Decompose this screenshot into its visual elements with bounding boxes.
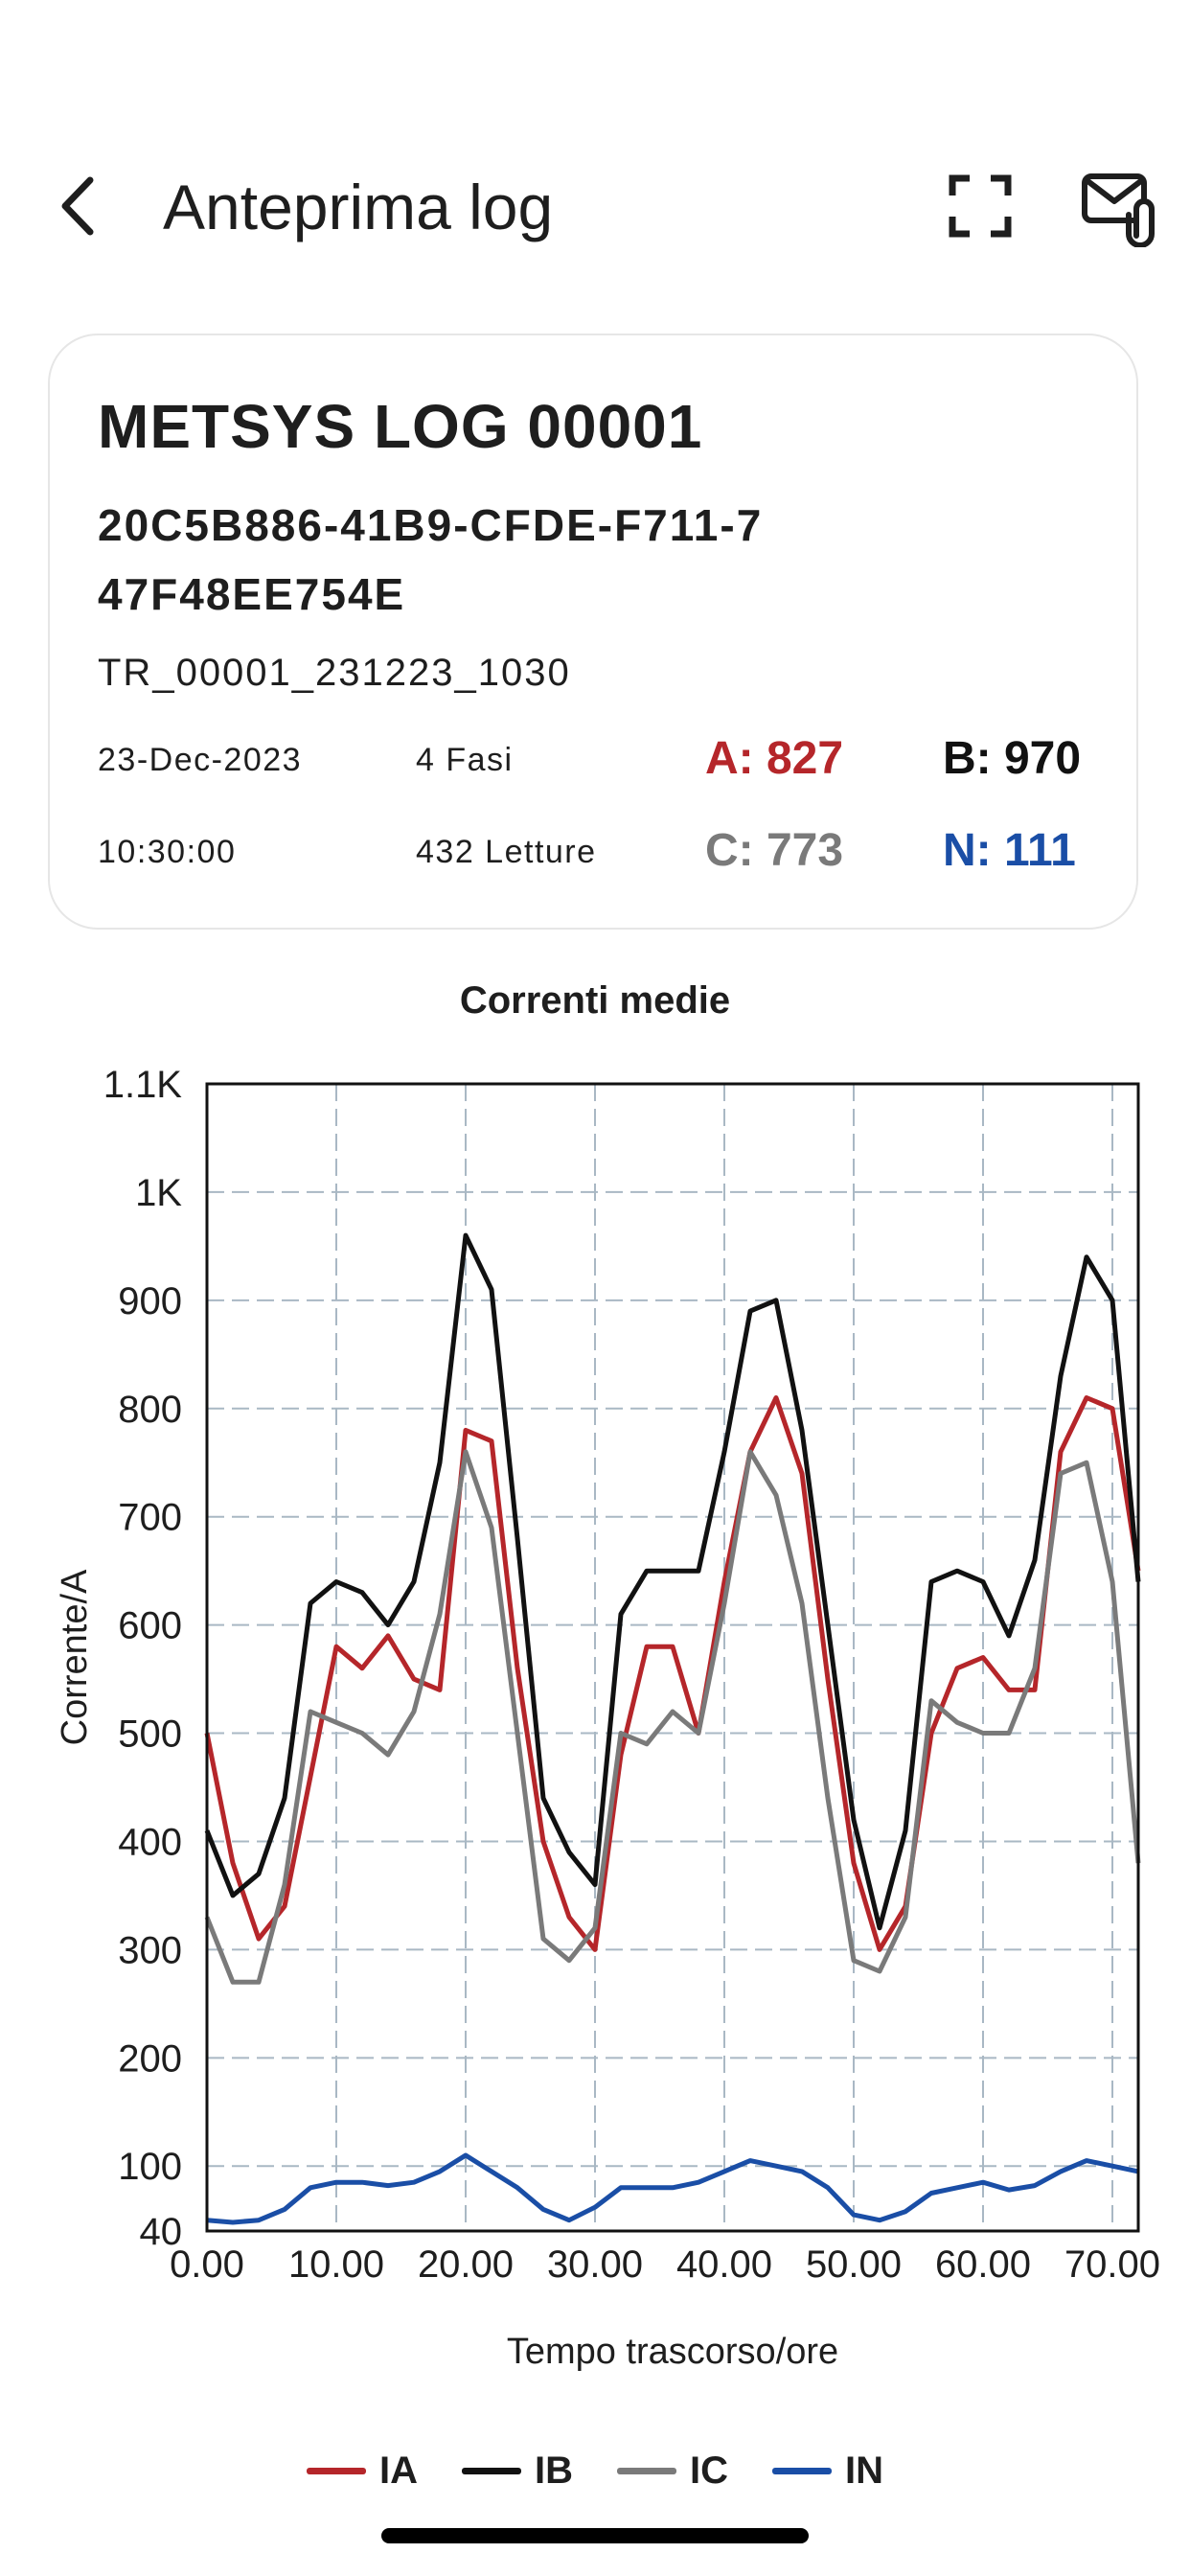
y-tick-label: 40 bbox=[140, 2211, 183, 2253]
stat-c: C: 773 bbox=[705, 825, 844, 876]
legend-item-ib[interactable]: IB bbox=[462, 2442, 573, 2499]
stat-a: A: 827 bbox=[705, 733, 844, 784]
legend-item-in[interactable]: IN bbox=[772, 2442, 883, 2499]
y-tick-label: 200 bbox=[118, 2037, 182, 2080]
log-uuid: 20C5B886-41B9-CFDE-F711-747F48EE754E bbox=[98, 500, 764, 619]
x-tick-label: 60.00 bbox=[935, 2243, 1031, 2286]
x-tick-label: 20.00 bbox=[418, 2243, 514, 2286]
y-axis-label: Corrente/A bbox=[55, 1569, 95, 1745]
x-tick-label: 10.00 bbox=[288, 2243, 384, 2286]
app-header: Anteprima log bbox=[0, 144, 1190, 268]
legend-item-ic[interactable]: IC bbox=[617, 2442, 728, 2499]
plot-frame bbox=[205, 1082, 1140, 2233]
chart-title: Correnti medie bbox=[459, 979, 731, 1022]
y-tick-label: 700 bbox=[118, 1497, 182, 1539]
stat-b: B: 970 bbox=[943, 733, 1082, 784]
page-title: Anteprima log bbox=[163, 172, 554, 242]
legend-swatch bbox=[307, 2467, 366, 2474]
x-tick-label: 0.00 bbox=[170, 2243, 244, 2286]
series-line-in bbox=[206, 2152, 1139, 2225]
y-tick-label: 500 bbox=[118, 1714, 182, 1756]
y-tick-label: 400 bbox=[118, 1821, 182, 1863]
y-tick-label: 1K bbox=[135, 1172, 182, 1214]
chart-area: Correnti medie 40 100 200 300 400 500 600 700 80… bbox=[0, 958, 1190, 2415]
legend-swatch bbox=[772, 2467, 832, 2474]
series-line-ia bbox=[204, 1395, 1141, 1952]
y-tick-label: 900 bbox=[118, 1280, 182, 1322]
y-tick-label: 800 bbox=[118, 1389, 182, 1431]
legend-swatch bbox=[462, 2467, 521, 2474]
chart-legend: IA IB IC IN bbox=[0, 2442, 1190, 2499]
series-line-ib bbox=[204, 1232, 1141, 1931]
chevron-left-icon[interactable] bbox=[46, 172, 113, 240]
series-line-ic bbox=[204, 1449, 1141, 1985]
y-tick-label: 600 bbox=[118, 1605, 182, 1647]
reading-count: 432 Letture bbox=[416, 834, 597, 870]
legend-label: IA bbox=[379, 2449, 418, 2492]
legend-label: IC bbox=[690, 2449, 728, 2492]
line-chart: 40 100 200 300 400 500 600 700 800 900 1K 1.1K 0.00… bbox=[55, 1064, 1160, 2372]
file-name: TR_00001_231223_1030 bbox=[98, 652, 571, 694]
phase-count: 4 Fasi bbox=[416, 742, 514, 778]
x-tick-label: 30.00 bbox=[547, 2243, 643, 2286]
y-tick-label: 100 bbox=[118, 2146, 182, 2188]
legend-label: IN bbox=[845, 2449, 883, 2492]
log-time: 10:30:00 bbox=[98, 834, 237, 870]
log-name: METSYS LOG 00001 bbox=[98, 392, 703, 461]
home-indicator bbox=[381, 2528, 809, 2543]
y-tick-label: 1.1K bbox=[103, 1064, 183, 1106]
x-tick-label: 50.00 bbox=[806, 2243, 902, 2286]
x-tick-label: 70.00 bbox=[1064, 2243, 1160, 2286]
y-tick-label: 300 bbox=[118, 1929, 182, 1971]
log-date: 23-Dec-2023 bbox=[98, 742, 303, 778]
legend-label: IB bbox=[535, 2449, 573, 2492]
mail-attachment-icon[interactable] bbox=[1081, 167, 1161, 247]
x-tick-label: 40.00 bbox=[676, 2243, 772, 2286]
stat-n: N: 111 bbox=[943, 825, 1076, 876]
legend-item-ia[interactable]: IA bbox=[307, 2442, 418, 2499]
x-axis-label: Tempo trascorso/ore bbox=[507, 2332, 838, 2372]
legend-swatch bbox=[617, 2467, 676, 2474]
log-info-card: METSYS LOG 00001 20C5B886-41B9-CFDE-F711… bbox=[48, 334, 1138, 930]
fullscreen-icon[interactable] bbox=[949, 174, 1012, 238]
